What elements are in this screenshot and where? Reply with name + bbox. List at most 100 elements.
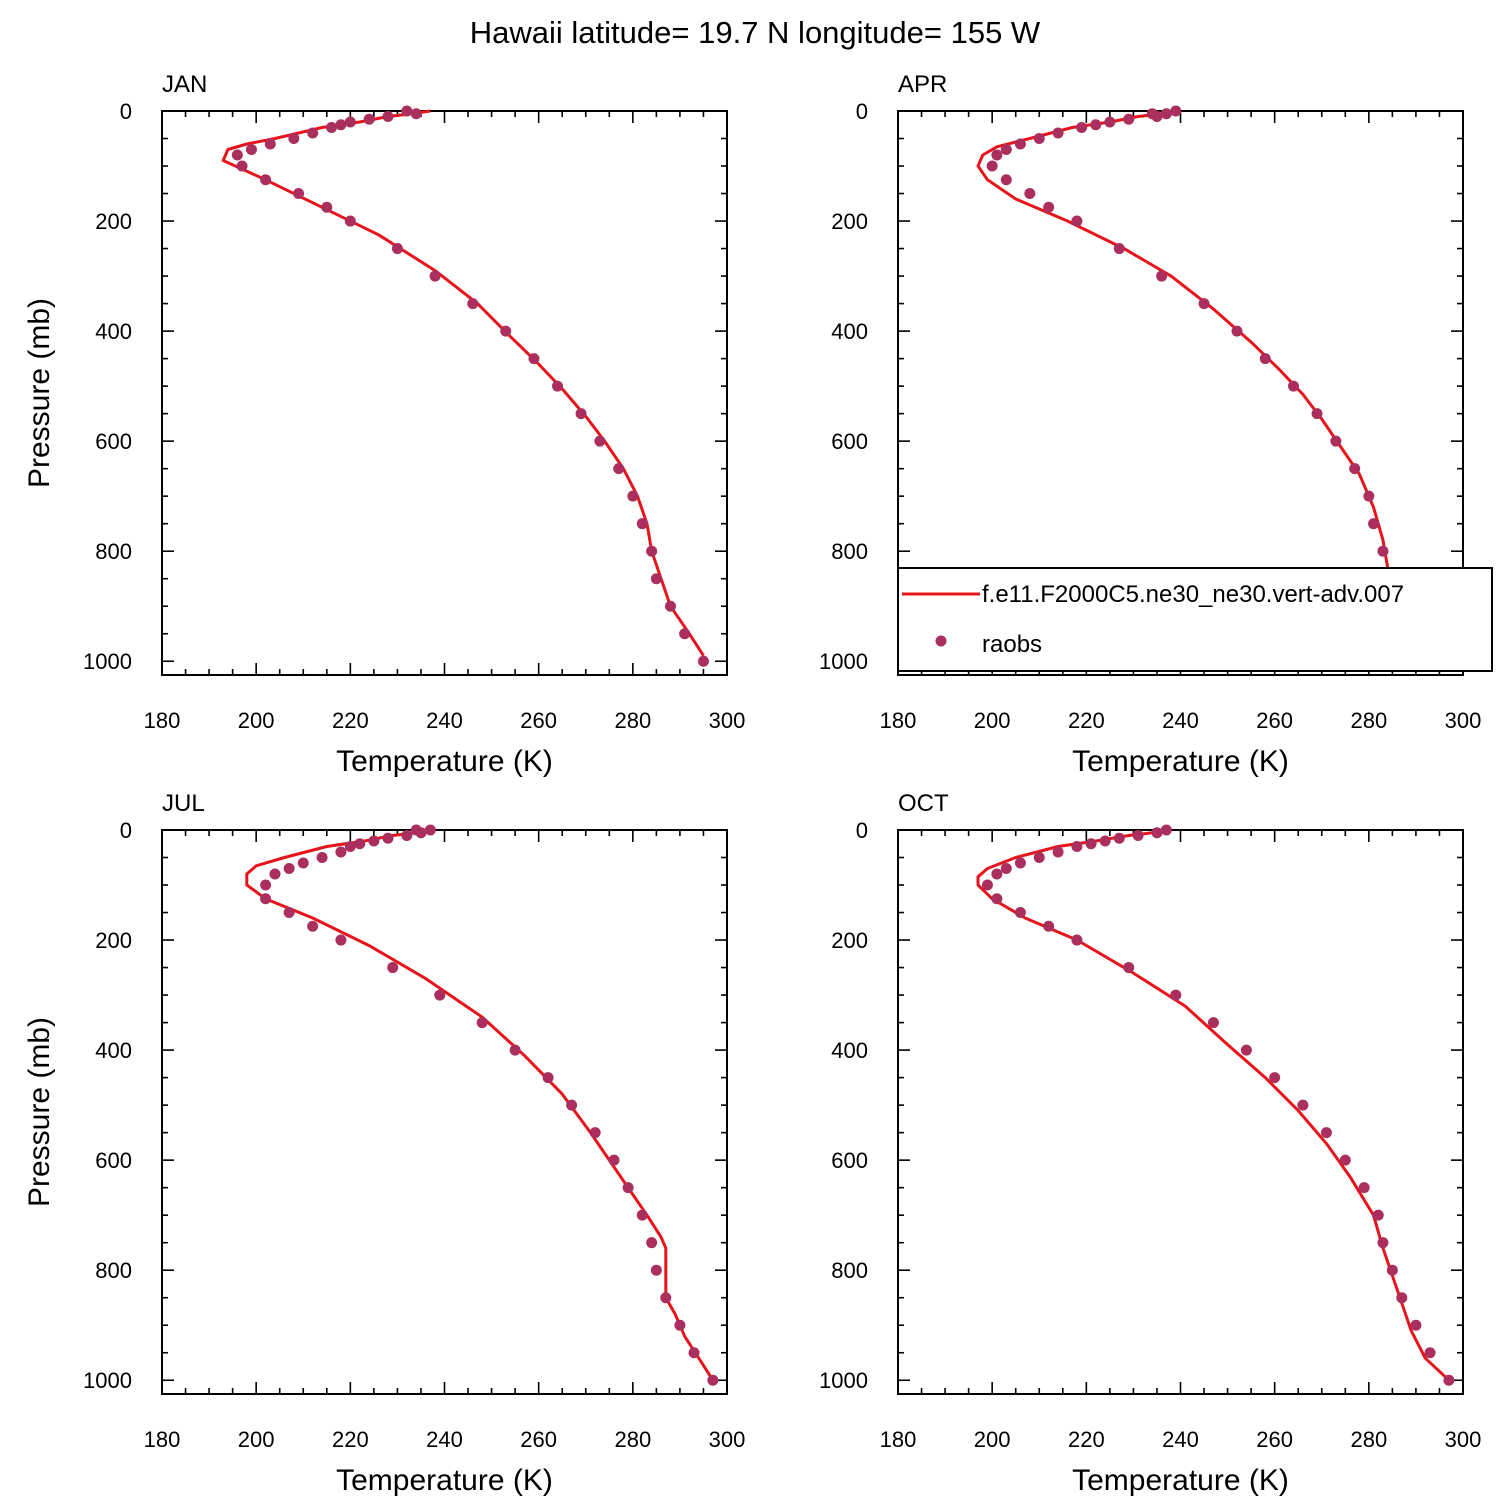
raobs-point bbox=[288, 133, 300, 145]
panel-label: JAN bbox=[162, 71, 207, 98]
raobs-point bbox=[321, 201, 333, 213]
model-series-line bbox=[245, 828, 715, 1382]
panel-label: OCT bbox=[898, 790, 949, 817]
raobs-point bbox=[283, 863, 295, 875]
raobs-point bbox=[1372, 1209, 1384, 1221]
raobs-point bbox=[429, 270, 441, 282]
y-tick-label: 0 bbox=[856, 99, 868, 124]
x-tick-label: 280 bbox=[1350, 1427, 1387, 1452]
x-tick-label: 300 bbox=[709, 1427, 746, 1452]
raobs-point bbox=[1424, 1347, 1436, 1359]
raobs-point bbox=[1330, 435, 1342, 447]
raobs-point bbox=[1363, 490, 1375, 502]
raobs-point bbox=[260, 879, 272, 891]
raobs-point bbox=[293, 188, 305, 200]
y-tick-label: 200 bbox=[95, 928, 132, 953]
x-tick-label: 180 bbox=[144, 708, 181, 733]
raobs-point bbox=[1033, 133, 1045, 145]
x-tick-label: 260 bbox=[520, 708, 557, 733]
raobs-point bbox=[1043, 920, 1055, 932]
raobs-point bbox=[1085, 838, 1097, 850]
legend-obs-marker bbox=[935, 635, 947, 647]
y-tick-label: 400 bbox=[831, 1038, 868, 1063]
raobs-point bbox=[269, 868, 281, 880]
raobs-point bbox=[1288, 380, 1299, 392]
raobs-point bbox=[688, 1347, 700, 1359]
x-tick-label: 280 bbox=[614, 1427, 651, 1452]
y-tick-label: 0 bbox=[120, 99, 132, 124]
raobs-point bbox=[627, 490, 639, 502]
raobs-point bbox=[387, 962, 399, 974]
panel-label: JUL bbox=[162, 790, 205, 817]
raobs-point bbox=[594, 435, 606, 447]
x-tick-label: 180 bbox=[880, 708, 917, 733]
raobs-point bbox=[981, 879, 993, 891]
raobs-point bbox=[307, 920, 319, 932]
raobs-point bbox=[231, 149, 243, 161]
x-tick-label: 300 bbox=[709, 708, 746, 733]
raobs-point bbox=[679, 628, 691, 640]
raobs-point bbox=[401, 105, 413, 117]
raobs-point bbox=[1014, 857, 1026, 869]
raobs-point bbox=[476, 1017, 488, 1029]
x-tick-label: 300 bbox=[1445, 1427, 1482, 1452]
raobs-point bbox=[344, 116, 356, 128]
raobs-point bbox=[1043, 201, 1055, 213]
raobs-point bbox=[542, 1072, 554, 1084]
raobs-point bbox=[1377, 1237, 1389, 1249]
x-tick-label: 180 bbox=[144, 1427, 181, 1452]
raobs-point bbox=[500, 325, 512, 337]
raobs-point bbox=[410, 108, 422, 120]
raobs-point bbox=[660, 1292, 672, 1304]
raobs-point bbox=[1156, 270, 1168, 282]
y-axis-title: Pressure (mb) bbox=[23, 298, 56, 488]
raobs-point bbox=[991, 149, 1003, 161]
y-tick-label: 600 bbox=[95, 429, 132, 454]
raobs-point bbox=[410, 824, 422, 836]
raobs-point bbox=[613, 463, 625, 475]
x-tick-label: 240 bbox=[1162, 1427, 1199, 1452]
raobs-point bbox=[245, 144, 257, 156]
x-tick-label: 220 bbox=[1068, 708, 1105, 733]
raobs-point bbox=[316, 852, 328, 864]
y-tick-label: 1000 bbox=[819, 649, 868, 674]
raobs-point bbox=[1339, 1154, 1351, 1166]
raobs-point bbox=[354, 838, 366, 850]
raobs-point bbox=[335, 934, 347, 946]
y-tick-label: 0 bbox=[120, 818, 132, 843]
x-tick-label: 220 bbox=[1068, 1427, 1105, 1452]
raobs-point bbox=[368, 835, 380, 847]
raobs-point bbox=[636, 1209, 648, 1221]
y-tick-label: 1000 bbox=[83, 649, 132, 674]
raobs-point bbox=[335, 846, 347, 858]
raobs-point bbox=[297, 857, 309, 869]
raobs-point bbox=[1160, 108, 1172, 120]
raobs-point bbox=[307, 127, 319, 139]
raobs-point bbox=[467, 298, 479, 310]
raobs-point bbox=[646, 1237, 658, 1249]
plot-frame bbox=[161, 110, 728, 676]
y-tick-label: 200 bbox=[95, 209, 132, 234]
raobs-point bbox=[1170, 989, 1182, 1001]
raobs-point bbox=[646, 545, 658, 557]
raobs-point bbox=[1113, 832, 1125, 844]
plot-frame bbox=[897, 829, 1464, 1395]
raobs-point bbox=[991, 868, 1003, 880]
legend-box bbox=[897, 567, 1493, 672]
raobs-point bbox=[260, 174, 272, 186]
y-tick-label: 400 bbox=[95, 319, 132, 344]
plot-frame bbox=[161, 829, 728, 1395]
raobs-point bbox=[1000, 174, 1012, 186]
y-tick-label: 200 bbox=[831, 928, 868, 953]
raobs-point bbox=[1024, 188, 1036, 200]
raobs-point bbox=[1033, 852, 1045, 864]
x-tick-label: 260 bbox=[1256, 1427, 1293, 1452]
panel-jan: JAN 180 200 220 240 260 280 300 0 200 400 600 800 100… bbox=[23, 71, 745, 778]
y-tick-label: 200 bbox=[831, 209, 868, 234]
x-tick-label: 280 bbox=[1350, 708, 1387, 733]
legend-model-label: f.e11.F2000C5.ne30_ne30.vert-adv.007 bbox=[982, 581, 1404, 608]
raobs-point bbox=[283, 907, 295, 919]
raobs-point bbox=[1123, 113, 1135, 125]
raobs-point bbox=[1132, 830, 1144, 842]
raobs-point bbox=[509, 1044, 521, 1056]
